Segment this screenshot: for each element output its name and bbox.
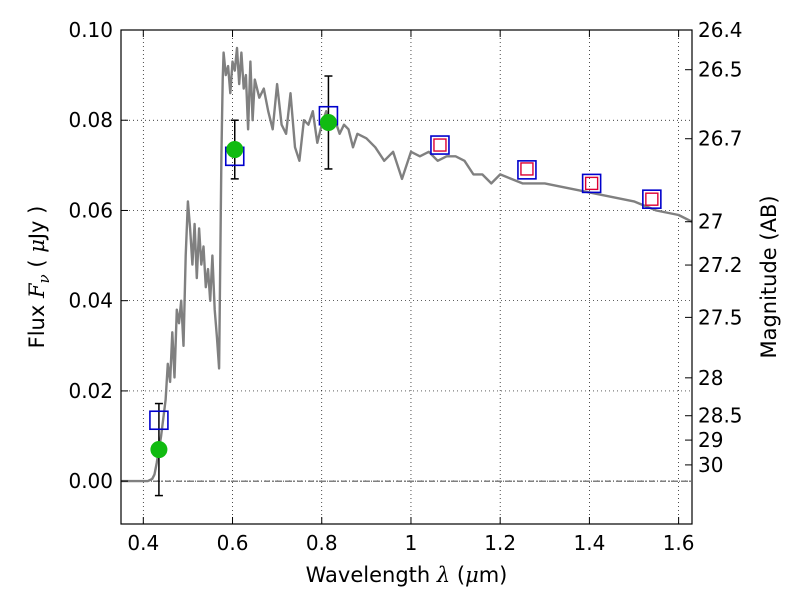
magnitude-tick-label: 28 [698, 366, 723, 390]
y-tick-label: 0.08 [68, 108, 113, 132]
magnitude-tick-label: 26.5 [698, 58, 743, 82]
observed-marker [645, 192, 659, 206]
model-spectrum-line [121, 46, 693, 483]
observed-point [226, 141, 244, 159]
right-axis-label: Magnitude (AB) [757, 195, 781, 358]
x-tick-label: 1 [405, 531, 418, 555]
plot-area [121, 46, 693, 497]
y-tick-label: 0.02 [68, 379, 113, 403]
observed-marker [584, 176, 599, 191]
magnitude-tick-label: 26.4 [698, 18, 743, 42]
x-tick-label: 1.4 [573, 531, 605, 555]
x-tick-label: 0.6 [217, 531, 249, 555]
observed-marker [520, 162, 534, 176]
magnitude-tick-label: 28.5 [698, 404, 743, 428]
x-tick-label: 0.4 [127, 531, 159, 555]
magnitude-tick-label: 26.7 [698, 127, 743, 151]
model-photometry-marker [517, 160, 537, 180]
magnitude-tick-label: 30 [698, 453, 723, 477]
observed-point [150, 441, 168, 459]
y-tick-label: 0.10 [68, 18, 113, 42]
model-photometry-marker [581, 173, 602, 194]
plot-frame [120, 29, 693, 525]
x-tick-label: 1.6 [663, 531, 695, 555]
observed-marker [433, 138, 447, 152]
magnitude-tick-label: 27.2 [698, 253, 743, 277]
x-axis-label: Wavelength λ (μm) [306, 563, 508, 587]
y-tick-label: 0.04 [68, 289, 113, 313]
magnitude-tick-label: 29 [698, 428, 723, 452]
model-photometry-marker [642, 189, 662, 209]
magnitude-tick-label: 27.5 [698, 305, 743, 329]
x-tick-label: 0.8 [306, 531, 338, 555]
x-tick-label: 1.2 [484, 531, 516, 555]
observed-point [319, 113, 337, 131]
y-tick-label: 0.00 [68, 469, 113, 493]
axis-ticks: 0.4 0.6 0.8 1 1.2 1.4 1.6 0.00 0.02 0.04 0.06 0.08 0… [68, 18, 742, 555]
model-photometry-marker [149, 410, 169, 431]
y-tick-label: 0.06 [68, 198, 113, 222]
model-photometry-marker [430, 135, 450, 155]
magnitude-tick-label: 27 [698, 210, 723, 234]
